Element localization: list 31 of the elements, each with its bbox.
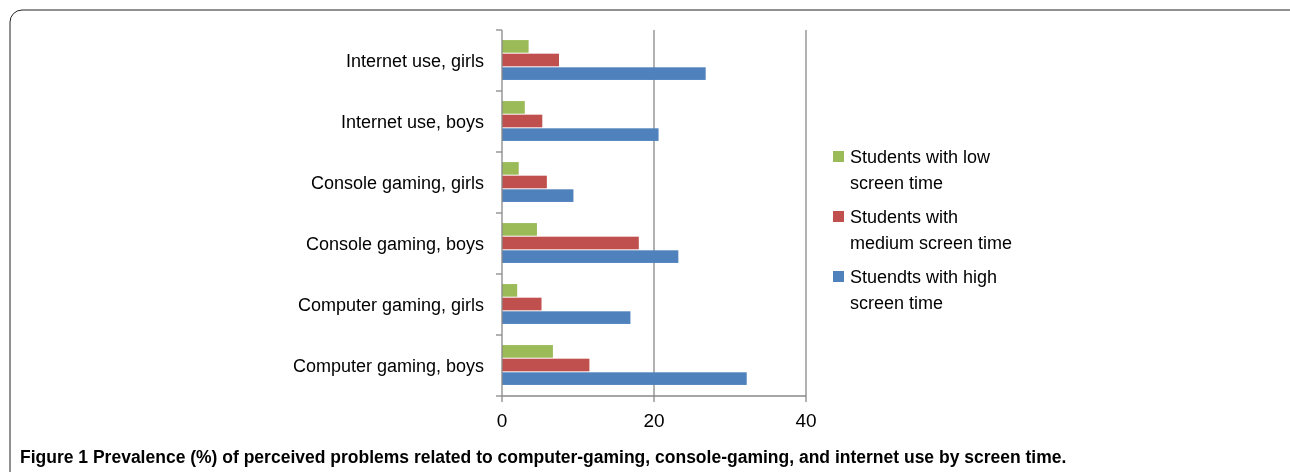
- bar: [502, 284, 518, 297]
- bar: [502, 223, 537, 236]
- y-tick-label: Internet use, boys: [340, 111, 484, 132]
- y-tick-label: Computer gaming, girls: [297, 294, 484, 315]
- bar: [502, 236, 639, 250]
- text: Figure 1 Prevalence (%) of perceived problems related to computer-gaming, console-gaming, and internet use by screen time.: [20, 447, 1067, 467]
- bar: [502, 311, 631, 324]
- x-tick-label: 40: [795, 410, 817, 431]
- x-tick-label: 20: [643, 410, 665, 431]
- bar: [502, 358, 590, 372]
- legend-label: Stuendts with high screen time: [850, 267, 998, 313]
- legend-label: Students with medium screen time: [850, 207, 1013, 253]
- y-tick-label: Computer gaming, boys: [292, 355, 484, 376]
- x-tick-label: 0: [496, 410, 508, 431]
- bar: [502, 101, 525, 114]
- bar: [502, 297, 542, 311]
- bar: [502, 40, 529, 53]
- bar: [502, 189, 574, 202]
- bar: [502, 67, 706, 80]
- bar: [502, 162, 519, 175]
- bar: [502, 128, 659, 141]
- y-tick-label: Console gaming, girls: [310, 172, 484, 193]
- bar: [502, 114, 543, 128]
- legend-label: Students with low screen time: [850, 147, 992, 193]
- bar: [502, 250, 679, 263]
- bar: [502, 345, 553, 358]
- bar: [502, 372, 747, 385]
- y-tick-label: Internet use, girls: [345, 50, 484, 71]
- bar: [502, 53, 559, 67]
- y-tick-label: Console gaming, boys: [305, 233, 484, 254]
- bar: [502, 175, 547, 189]
